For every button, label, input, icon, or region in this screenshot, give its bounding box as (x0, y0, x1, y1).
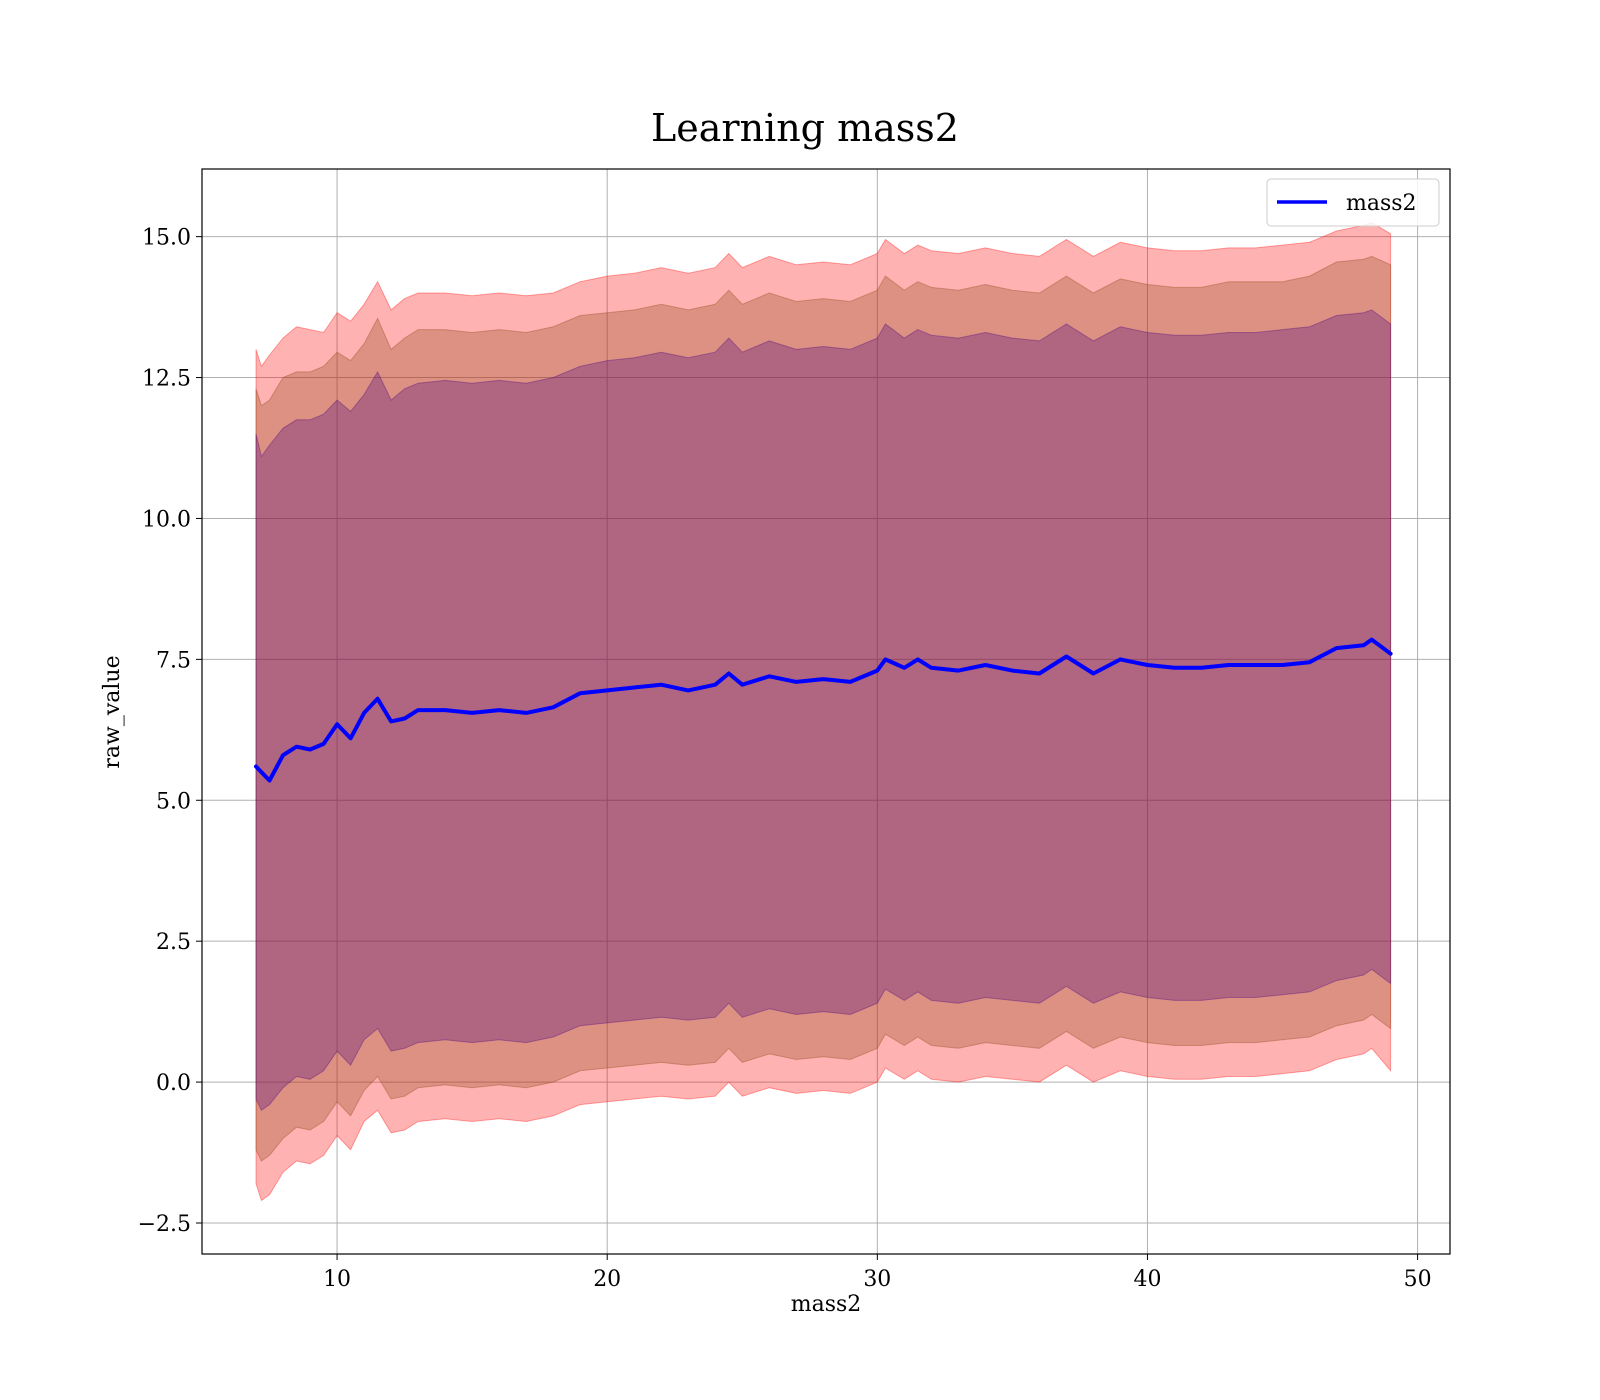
legend-box (1266, 178, 1440, 227)
x-tick-label: 30 (863, 1267, 891, 1292)
band-outer (255, 221, 1392, 1202)
y-tick-label: 15.0 (142, 226, 191, 251)
y-tick-label: 5.0 (156, 789, 191, 814)
band-inner (255, 309, 1392, 1112)
chart-title: Learning mass2 (651, 106, 959, 150)
y-axis-ticks: −2.5 0.0 2.5 5.0 7.5 10.0 12.5 15.0 (138, 226, 202, 1237)
legend-label: mass2 (1346, 191, 1417, 216)
y-axis-label: raw_value (100, 655, 125, 768)
y-tick-label: 12.5 (142, 367, 191, 392)
x-tick-label: 20 (593, 1267, 621, 1292)
y-tick-label: 7.5 (156, 648, 191, 673)
legend: mass2 (1266, 178, 1440, 227)
x-tick-label: 10 (323, 1267, 351, 1292)
x-axis-label: mass2 (791, 1292, 862, 1317)
series-line-mass2 (254, 637, 1393, 783)
y-tick-label: 10.0 (142, 507, 191, 532)
x-tick-label: 40 (1133, 1267, 1161, 1292)
y-tick-label: 2.5 (156, 930, 191, 955)
confidence-bands (255, 221, 1392, 1202)
series-lines (254, 637, 1393, 783)
x-axis-ticks: 10 20 30 40 50 (323, 1254, 1432, 1292)
x-tick-label: 50 (1404, 1267, 1432, 1292)
y-tick-label: 0.0 (156, 1071, 191, 1096)
y-tick-label: −2.5 (138, 1212, 191, 1237)
band-middle (255, 255, 1392, 1162)
plot-frame (201, 168, 1451, 1255)
grid (202, 169, 1450, 1254)
